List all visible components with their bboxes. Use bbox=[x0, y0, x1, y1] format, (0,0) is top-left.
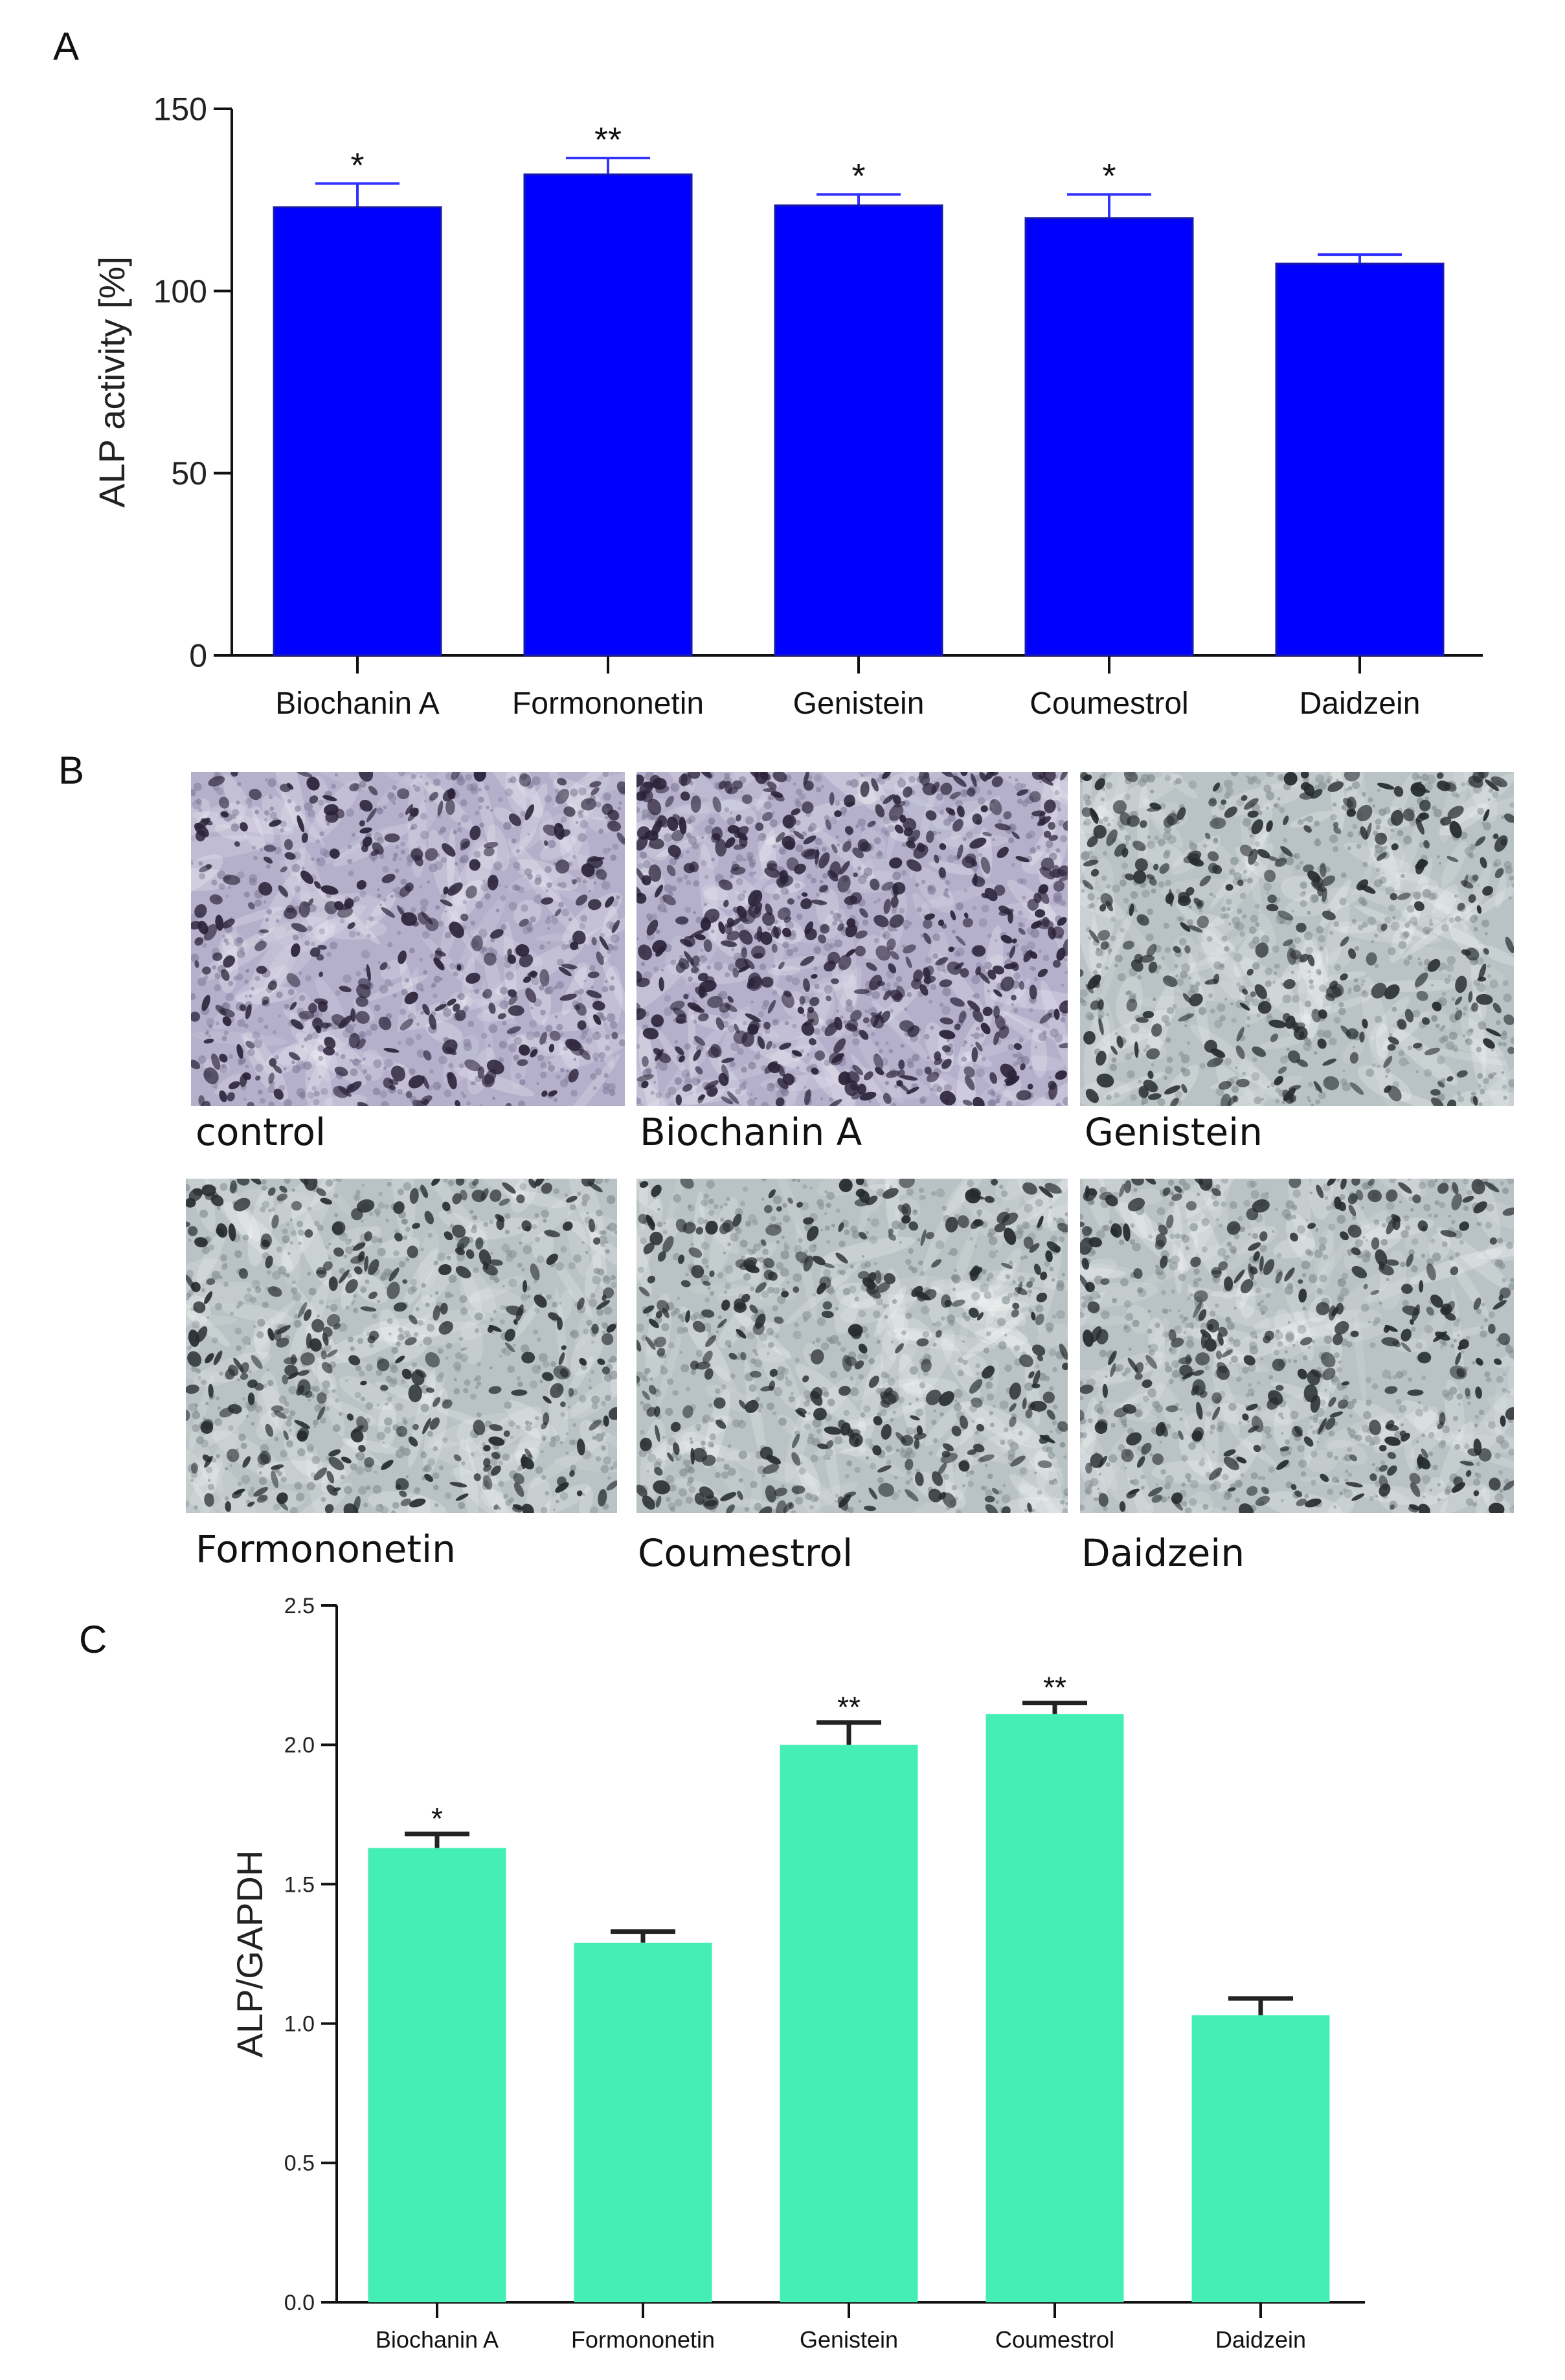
bar-3 bbox=[775, 205, 942, 655]
micrograph-4 bbox=[146, 1130, 650, 1550]
significance-marker-4: * bbox=[1102, 157, 1116, 196]
x-tick-label: Formononetin bbox=[571, 2326, 715, 2353]
panel-label-b: B bbox=[58, 749, 84, 792]
y-axis-label: ALP activity [%] bbox=[91, 256, 132, 508]
bar-3 bbox=[780, 1745, 918, 2302]
micrograph-label: Formononetin bbox=[196, 1527, 456, 1571]
y-tick-label: 0 bbox=[189, 638, 207, 674]
bar-4 bbox=[1026, 218, 1193, 655]
significance-marker-3: * bbox=[851, 157, 865, 196]
micrograph-label: Daidzein bbox=[1081, 1531, 1244, 1575]
y-tick-label: 0.0 bbox=[284, 2291, 315, 2315]
bar-5 bbox=[1192, 2015, 1330, 2302]
micrograph-label: control bbox=[196, 1110, 326, 1154]
y-tick-label: 1.5 bbox=[284, 1872, 315, 1897]
y-tick-label: 150 bbox=[153, 91, 207, 128]
y-tick-label: 2.5 bbox=[284, 1594, 315, 1618]
significance-marker-1: * bbox=[431, 1802, 443, 1835]
chart-panel-c: 0.0 0.5 1.0 1.5 2.0 2.5 ALP/GAPDH Biochanin A * F… bbox=[229, 1594, 1365, 2353]
x-tick-label: Biochanin A bbox=[376, 2326, 499, 2353]
chart-panel-a: 0 50 100 150 ALP activity [%] Biochanin A * For… bbox=[91, 91, 1483, 721]
y-tick-label: 2.0 bbox=[284, 1733, 315, 1758]
bar-2 bbox=[524, 174, 692, 655]
micrograph-3 bbox=[1057, 734, 1554, 1151]
x-tick-label: Coumestrol bbox=[1030, 686, 1188, 721]
micrograph-1 bbox=[154, 729, 654, 1137]
x-tick-label: Biochanin A bbox=[275, 686, 440, 721]
y-tick-label: 1.0 bbox=[284, 2012, 315, 2037]
y-tick-label: 0.5 bbox=[284, 2151, 315, 2176]
x-tick-label: Formononetin bbox=[512, 686, 704, 721]
bar-1 bbox=[274, 207, 441, 655]
x-tick-label: Genistein bbox=[800, 2326, 898, 2353]
bar-2 bbox=[574, 1943, 712, 2302]
bar-4 bbox=[986, 1714, 1124, 2302]
bar-5 bbox=[1276, 264, 1443, 655]
significance-marker-1: * bbox=[350, 146, 364, 185]
bar-1 bbox=[368, 1848, 506, 2302]
micrograph-label: Biochanin A bbox=[640, 1110, 862, 1154]
micrograph-grid: control Biochanin A Genistein Formononetin C… bbox=[146, 729, 1555, 1575]
x-tick-label: Coumestrol bbox=[995, 2326, 1114, 2353]
panel-label-c: C bbox=[79, 1618, 107, 1661]
y-tick-label: 100 bbox=[153, 273, 207, 310]
significance-marker-4: ** bbox=[1043, 1671, 1066, 1705]
micrograph-6 bbox=[1041, 1130, 1542, 1542]
micrograph-label: Coumestrol bbox=[638, 1531, 853, 1575]
significance-marker-2: ** bbox=[594, 120, 622, 159]
panel-label-a: A bbox=[53, 25, 79, 68]
x-tick-label: Genistein bbox=[793, 686, 925, 721]
micrograph-2 bbox=[608, 743, 1105, 1140]
y-axis-label: ALP/GAPDH bbox=[229, 1850, 270, 2058]
y-tick-label: 50 bbox=[171, 455, 207, 492]
significance-marker-3: ** bbox=[837, 1690, 861, 1724]
micrograph-5 bbox=[605, 1135, 1108, 1549]
x-tick-label: Daidzein bbox=[1300, 686, 1421, 721]
micrograph-label: Genistein bbox=[1085, 1110, 1263, 1154]
x-tick-label: Daidzein bbox=[1215, 2326, 1306, 2353]
